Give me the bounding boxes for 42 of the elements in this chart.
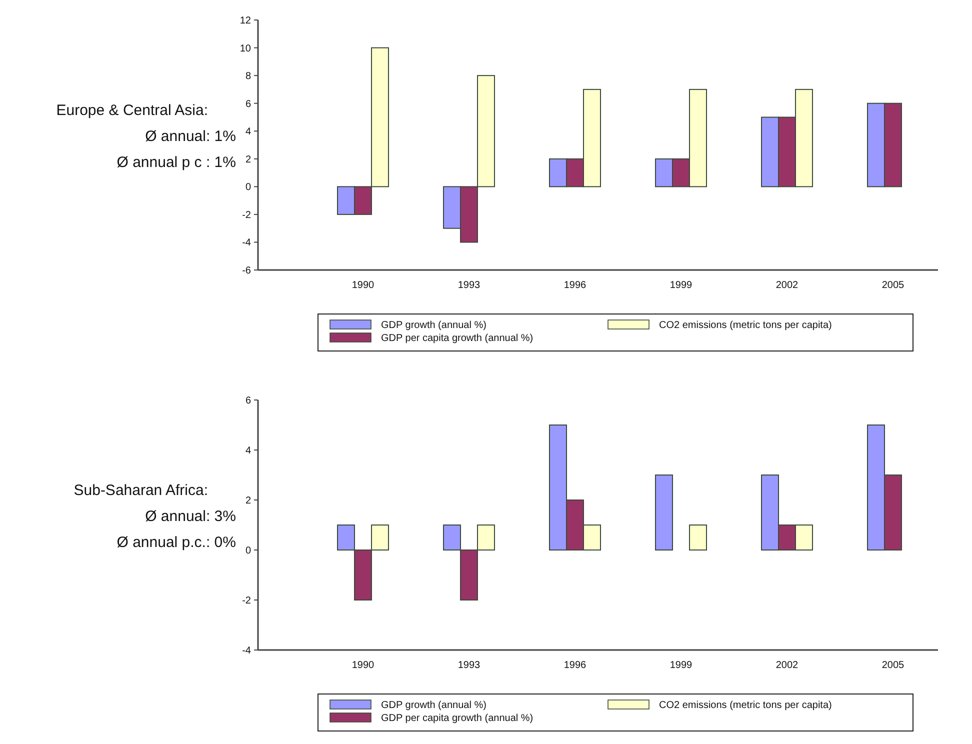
legend-label: GDP per capita growth (annual %) [381,713,534,724]
text: Europe & Central Asia: [56,102,208,119]
bar [655,474,673,550]
legend-label: CO2 emissions (metric tons per capita) [659,320,832,331]
x-tick-label: 1999 [670,660,693,671]
y-tick-label: -2 [242,596,252,606]
y-tick-label: 0 [245,182,252,194]
x-tick-label: 2005 [882,660,905,671]
y-tick-label: 4 [245,446,252,456]
legend-label: GDP per capita growth (annual %) [381,333,534,344]
y-tick-label: -4 [242,238,252,249]
y-tick-label: 6 [245,98,252,110]
x-tick-label: 1990 [352,660,375,671]
legend-label: CO2 emissions (metric tons per capita) [659,700,832,711]
text: Ø annual: 1% [145,128,236,145]
y-tick-label: 10 [240,43,252,54]
x-tick-label: 1993 [458,280,481,291]
y-tick-label: 6 [245,396,252,406]
y-tick-label: 4 [245,126,252,138]
text: Ø annual p c : 1% [116,154,236,171]
legend-label: GDP growth (annual %) [381,700,486,711]
y-tick-label: -4 [242,646,252,656]
text: Ø annual p.c.: 0% [116,534,236,551]
x-tick-label: 1993 [458,660,481,671]
y-tick-label: -6 [242,266,252,276]
y-tick-label: 2 [245,154,252,166]
y-tick-label: -2 [242,210,252,221]
text: Ø annual: 3% [145,508,236,525]
legend-label: GDP growth (annual %) [381,320,486,331]
x-tick-label: 1996 [564,280,587,291]
x-tick-label: 2002 [776,280,799,291]
text: Sub-Saharan Africa: [74,482,208,499]
y-tick-label: 2 [245,496,252,506]
y-tick-label: 0 [245,546,252,556]
y-tick-label: 8 [245,71,252,82]
x-tick-label: 1999 [670,280,693,291]
x-tick-label: 1996 [564,660,587,671]
x-tick-label: 2005 [882,280,905,291]
bar [689,524,707,550]
x-tick-label: 1990 [352,280,375,291]
x-tick-label: 2002 [776,660,799,671]
y-tick-label: 12 [240,16,252,26]
